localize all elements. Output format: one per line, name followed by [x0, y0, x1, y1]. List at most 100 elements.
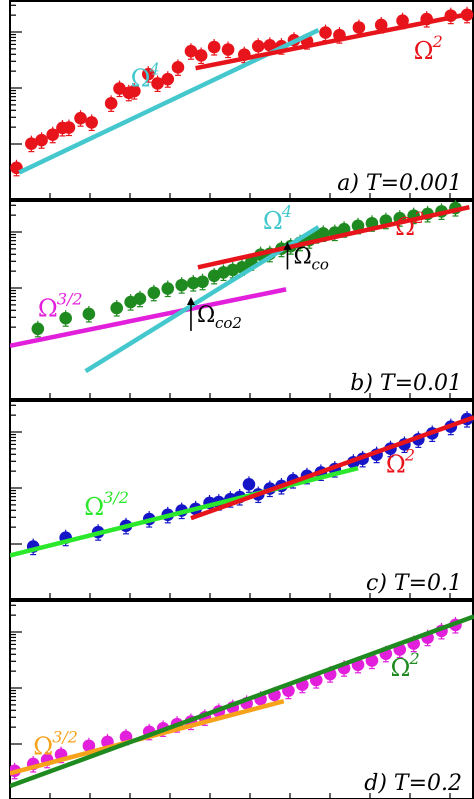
data-point: [74, 110, 87, 127]
fit-label-omega-2: Ω: [414, 37, 434, 65]
point-marker: [59, 311, 72, 325]
fit-exponent: 4: [149, 59, 160, 78]
panel-label: a) T=0.001: [337, 171, 462, 196]
data-points: [10, 6, 474, 177]
x-axis-ticks: [49, 593, 451, 599]
panel-3: Ω 3/2Ω 2c) T=0.1: [9, 400, 474, 600]
data-point: [85, 114, 98, 132]
point-marker: [161, 282, 175, 295]
point-marker: [128, 84, 141, 98]
point-marker: [82, 307, 96, 321]
data-point: [184, 43, 198, 60]
point-marker: [171, 61, 185, 74]
fit-label-omega-3-2: Ω: [38, 294, 58, 322]
point-marker: [365, 654, 379, 667]
fit-exponent: 3/2: [57, 289, 83, 308]
fit-label-omega-4: Ω: [131, 64, 151, 92]
data-point: [251, 38, 265, 55]
fit-exponent: 2: [432, 32, 443, 51]
data-point: [175, 277, 188, 294]
point-marker: [85, 116, 98, 129]
data-point: [196, 273, 209, 291]
point-marker: [133, 292, 147, 305]
point-marker: [184, 44, 198, 58]
point-marker: [221, 43, 235, 56]
point-marker: [31, 322, 45, 336]
data-point: [133, 290, 147, 308]
x-axis-ticks: [49, 793, 451, 799]
fit-line-omega-2: [190, 415, 474, 521]
data-point: [221, 41, 235, 59]
data-point: [207, 38, 221, 56]
plot-area: [10, 200, 470, 374]
data-point: [35, 132, 48, 149]
arrow-head: [186, 297, 195, 305]
point-marker: [147, 286, 161, 300]
point-marker: [186, 276, 200, 290]
point-marker: [161, 72, 175, 86]
plot-area: [10, 6, 474, 177]
fit-exponent: 4: [281, 202, 292, 221]
data-point: [82, 305, 96, 323]
point-marker: [104, 97, 118, 110]
data-point: [59, 310, 72, 327]
point-marker: [62, 121, 76, 134]
plot-area: [10, 614, 474, 789]
crossover-subscript: co2: [215, 314, 242, 332]
panel-frame: [9, 0, 474, 200]
y-axis-ticks: [10, 604, 22, 745]
point-marker: [110, 301, 124, 315]
fit-exponent: 2: [408, 649, 419, 668]
panel-label: c) T=0.1: [366, 571, 462, 596]
y-axis-ticks: [10, 4, 22, 145]
point-marker: [374, 18, 388, 32]
point-marker: [396, 14, 409, 28]
panel-label: d) T=0.2: [364, 771, 462, 796]
fit-line-omega-2: [10, 614, 474, 789]
fit-label-omega-2: Ω: [386, 450, 406, 478]
data-point: [104, 95, 118, 112]
fit-line-omega-2: [195, 11, 473, 71]
fit-label-omega-3-2: Ω: [84, 493, 104, 521]
crossover-label: Ω: [293, 245, 311, 270]
point-marker: [196, 275, 209, 289]
fit-label-omega-4: Ω: [263, 207, 283, 235]
crossover-label: Ω: [197, 303, 215, 328]
point-marker: [35, 133, 48, 147]
y-axis-ticks: [10, 404, 22, 545]
data-point: [186, 275, 200, 292]
data-point: [161, 280, 175, 298]
fit-exponent: 2: [404, 445, 415, 464]
x-axis-ticks: [49, 193, 451, 199]
fit-exponent: 3/2: [52, 728, 78, 747]
fit-label-omega-3-2: Ω: [33, 733, 53, 761]
point-marker: [25, 137, 38, 150]
data-point: [242, 476, 256, 493]
data-point: [147, 284, 161, 302]
fit-line-omega-3-2: [10, 465, 359, 558]
fit-exponent: 3/2: [103, 488, 129, 507]
fit-label-omega-2: Ω: [395, 213, 415, 241]
panel-label: b) T=0.01: [350, 371, 462, 396]
point-marker: [352, 21, 366, 34]
x-axis-ticks: [49, 393, 451, 399]
data-point: [161, 71, 175, 88]
arrow-head: [283, 241, 292, 250]
point-marker: [74, 111, 87, 125]
data-point: [151, 75, 164, 93]
point-marker: [242, 477, 256, 491]
data-point: [46, 126, 59, 144]
fit-line-omega-3-2: [10, 287, 287, 348]
point-marker: [251, 39, 265, 53]
point-marker: [194, 49, 208, 62]
point-marker: [151, 77, 164, 90]
crossover-subscript: co: [311, 256, 328, 274]
plot-area: [10, 411, 474, 558]
data-point: [62, 119, 76, 137]
point-marker: [82, 739, 96, 753]
data-point: [141, 66, 155, 83]
point-marker: [207, 40, 221, 54]
